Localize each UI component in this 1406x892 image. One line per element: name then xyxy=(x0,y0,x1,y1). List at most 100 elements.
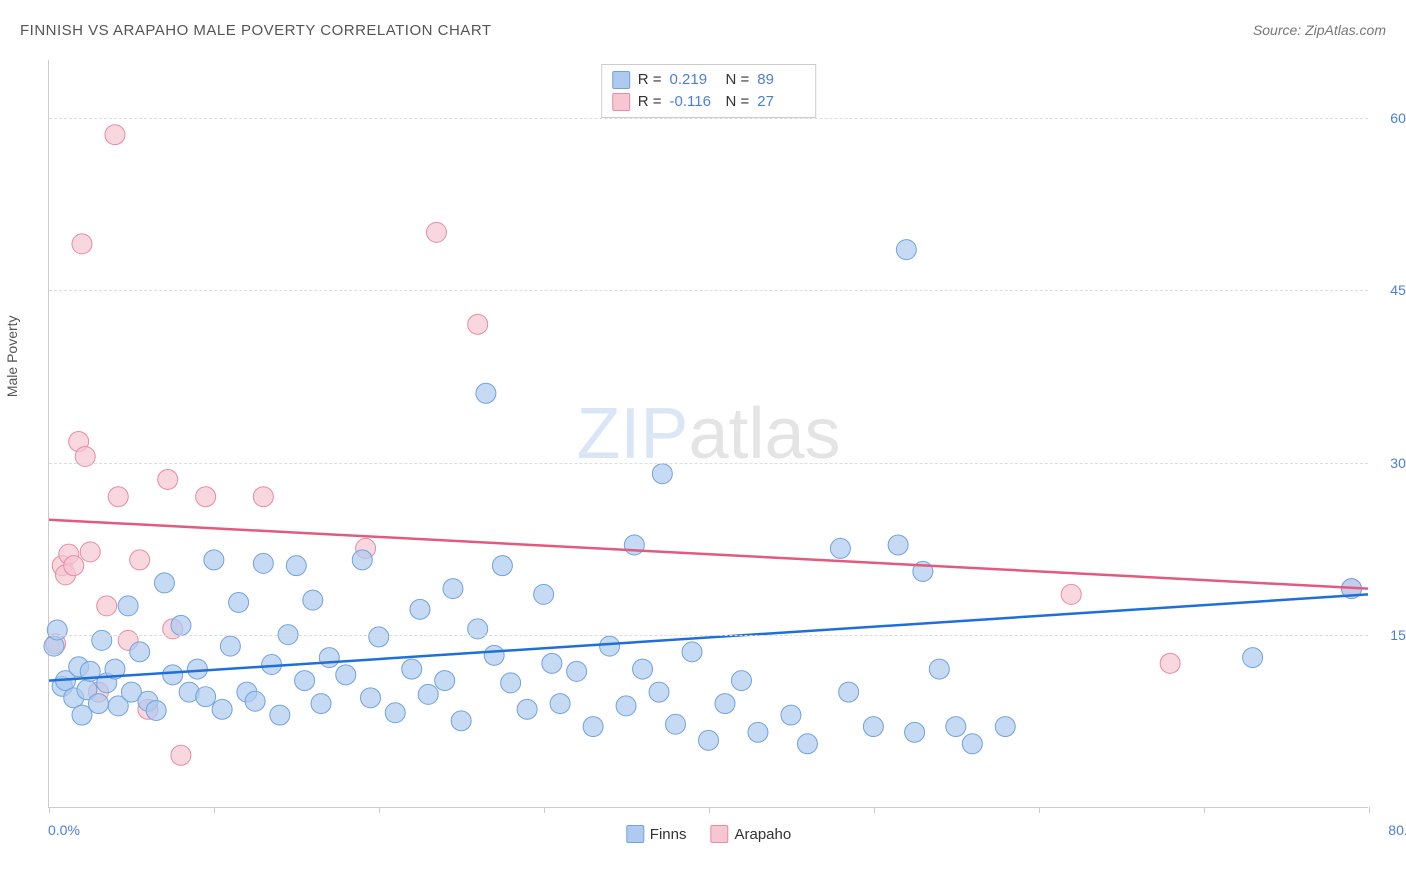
finns-point xyxy=(311,694,331,714)
x-tick xyxy=(874,807,875,813)
legend-stats-row-arapaho: R = -0.116 N = 27 xyxy=(612,91,806,113)
finns-point xyxy=(839,682,859,702)
x-axis-max-label: 80.0% xyxy=(1388,822,1406,838)
finns-point xyxy=(616,696,636,716)
finns-point xyxy=(295,671,315,691)
finns-point xyxy=(748,722,768,742)
finns-point xyxy=(929,659,949,679)
gridline-h xyxy=(49,463,1368,464)
finns-point xyxy=(154,573,174,593)
finns-point xyxy=(534,584,554,604)
finns-point xyxy=(682,642,702,662)
x-tick xyxy=(379,807,380,813)
finns-point xyxy=(204,550,224,570)
x-tick xyxy=(1039,807,1040,813)
arapaho-point xyxy=(130,550,150,570)
r-value-arapaho: -0.116 xyxy=(670,91,718,113)
x-tick xyxy=(214,807,215,813)
legend-stats-row-finns: R = 0.219 N = 89 xyxy=(612,69,806,91)
finns-point xyxy=(905,722,925,742)
finns-point xyxy=(220,636,240,656)
r-label-2: R = xyxy=(638,91,662,113)
arapaho-point xyxy=(158,469,178,489)
x-tick xyxy=(709,807,710,813)
finns-point xyxy=(624,535,644,555)
chart-title: FINNISH VS ARAPAHO MALE POVERTY CORRELAT… xyxy=(20,22,492,39)
finns-point xyxy=(567,661,587,681)
finns-point xyxy=(187,659,207,679)
arapaho-point xyxy=(80,542,100,562)
finns-point xyxy=(212,699,232,719)
finns-point xyxy=(715,694,735,714)
arapaho-point xyxy=(1160,653,1180,673)
gridline-h xyxy=(49,635,1368,636)
finns-point xyxy=(270,705,290,725)
finns-point xyxy=(196,687,216,707)
legend-square-arapaho xyxy=(612,93,630,111)
arapaho-point xyxy=(468,314,488,334)
arapaho-point xyxy=(196,487,216,507)
y-axis-title: Male Poverty xyxy=(4,315,20,397)
finns-point xyxy=(146,700,166,720)
finns-point xyxy=(402,659,422,679)
finns-point xyxy=(352,550,372,570)
finns-point xyxy=(699,730,719,750)
finns-point xyxy=(369,627,389,647)
x-tick xyxy=(1204,807,1205,813)
chart-container: FINNISH VS ARAPAHO MALE POVERTY CORRELAT… xyxy=(0,0,1406,892)
n-label: N = xyxy=(726,69,750,91)
n-label-2: N = xyxy=(726,91,750,113)
finns-point xyxy=(550,694,570,714)
finns-point xyxy=(797,734,817,754)
finns-point xyxy=(492,556,512,576)
finns-point xyxy=(451,711,471,731)
arapaho-point xyxy=(105,125,125,145)
x-tick xyxy=(1369,807,1370,813)
finns-point xyxy=(731,671,751,691)
finns-point xyxy=(830,538,850,558)
n-value-arapaho: 27 xyxy=(757,91,805,113)
finns-point xyxy=(163,665,183,685)
arapaho-point xyxy=(253,487,273,507)
finns-point xyxy=(896,240,916,260)
finns-point xyxy=(253,553,273,573)
finns-point xyxy=(319,648,339,668)
finns-point xyxy=(652,464,672,484)
plot-svg xyxy=(49,60,1368,807)
finns-point xyxy=(517,699,537,719)
finns-point xyxy=(476,383,496,403)
finns-point xyxy=(92,630,112,650)
gridline-h xyxy=(49,290,1368,291)
y-tick-label: 45.0% xyxy=(1390,282,1406,298)
finns-point xyxy=(336,665,356,685)
finns-point xyxy=(946,717,966,737)
finns-point xyxy=(88,694,108,714)
finns-point xyxy=(435,671,455,691)
finns-point xyxy=(410,599,430,619)
x-tick xyxy=(49,807,50,813)
finns-point xyxy=(245,691,265,711)
r-value-finns: 0.219 xyxy=(670,69,718,91)
finns-point xyxy=(1243,648,1263,668)
y-tick-label: 15.0% xyxy=(1390,627,1406,643)
finns-point xyxy=(649,682,669,702)
finns-point xyxy=(171,615,191,635)
finns-point xyxy=(385,703,405,723)
finns-point xyxy=(361,688,381,708)
x-axis-min-label: 0.0% xyxy=(48,822,80,838)
legend-stats: R = 0.219 N = 89 R = -0.116 N = 27 xyxy=(601,64,817,118)
arapaho-point xyxy=(64,556,84,576)
finns-point xyxy=(229,592,249,612)
chart-source: Source: ZipAtlas.com xyxy=(1253,22,1386,38)
r-label: R = xyxy=(638,69,662,91)
finns-point xyxy=(962,734,982,754)
finns-point xyxy=(888,535,908,555)
finns-point xyxy=(418,684,438,704)
arapaho-point xyxy=(171,745,191,765)
finns-point xyxy=(47,620,67,640)
finns-point xyxy=(600,636,620,656)
arapaho-point xyxy=(1061,584,1081,604)
gridline-h xyxy=(49,118,1368,119)
arapaho-point xyxy=(97,596,117,616)
finns-point xyxy=(72,705,92,725)
